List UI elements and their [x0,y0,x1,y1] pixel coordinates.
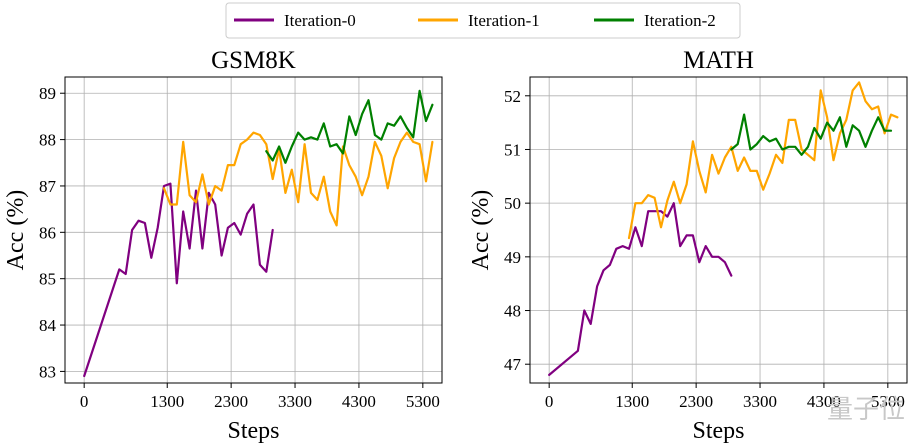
y-tick-label: 52 [504,87,521,106]
chart-title: MATH [683,47,754,74]
x-tick-label: 2300 [214,392,248,411]
series-line-iteration-0 [548,202,733,376]
x-tick-label: 5300 [871,392,905,411]
x-tick-label: 1300 [150,392,184,411]
y-tick-label: 83 [39,362,56,381]
panel-gsm8k: 0 1300 2300 3300 4300 5300 83 84 85 86 87 88 89 GSM8K… [3,47,443,444]
y-tick-label: 47 [504,355,522,374]
y-tick-label: 84 [39,316,57,335]
x-tick-label: 5300 [406,392,440,411]
y-tick-label: 86 [39,223,56,242]
watermark: 量子位 [827,395,905,424]
plot-frame [64,76,443,384]
legend-frame [225,2,741,39]
legend-label-iteration-0: Iteration-0 [284,11,356,30]
chart-title: GSM8K [211,47,296,74]
y-tick-label: 89 [39,84,56,103]
panel-math: 0 1300 2300 3300 4300 5300 47 48 49 50 51 52 MATH Ste… [468,47,908,444]
legend: Iteration-0 Iteration-1 Iteration-2 [225,2,741,39]
series-line-iteration-2 [730,113,893,156]
series-line-iteration-1 [162,131,434,227]
y-tick-label: 87 [39,177,57,196]
x-tick-label: 0 [545,392,554,411]
x-tick-label: 0 [80,392,89,411]
x-tick-label: 2300 [679,392,713,411]
y-axis-label: Acc (%) [3,190,29,271]
y-tick-label: 51 [504,140,521,159]
legend-label-iteration-2: Iteration-2 [644,11,716,30]
y-axis-label: Acc (%) [468,190,494,271]
series-line-iteration-2 [265,89,434,164]
y-tick-label: 85 [39,270,56,289]
series-line-iteration-1 [627,81,899,240]
x-axis-label: Steps [227,418,279,444]
legend-label-iteration-1: Iteration-1 [468,11,540,30]
x-tick-label: 3300 [278,392,312,411]
y-tick-label: 50 [504,194,521,213]
series-line-iteration-0 [83,182,274,378]
y-tick-label: 49 [504,248,521,267]
y-tick-label: 88 [39,131,56,150]
plot-frame [529,76,908,384]
x-tick-label: 3300 [743,392,777,411]
x-axis-label: Steps [692,418,744,444]
x-tick-label: 4300 [342,392,376,411]
x-tick-label: 4300 [807,392,841,411]
x-tick-label: 1300 [615,392,649,411]
y-tick-label: 48 [504,302,521,321]
